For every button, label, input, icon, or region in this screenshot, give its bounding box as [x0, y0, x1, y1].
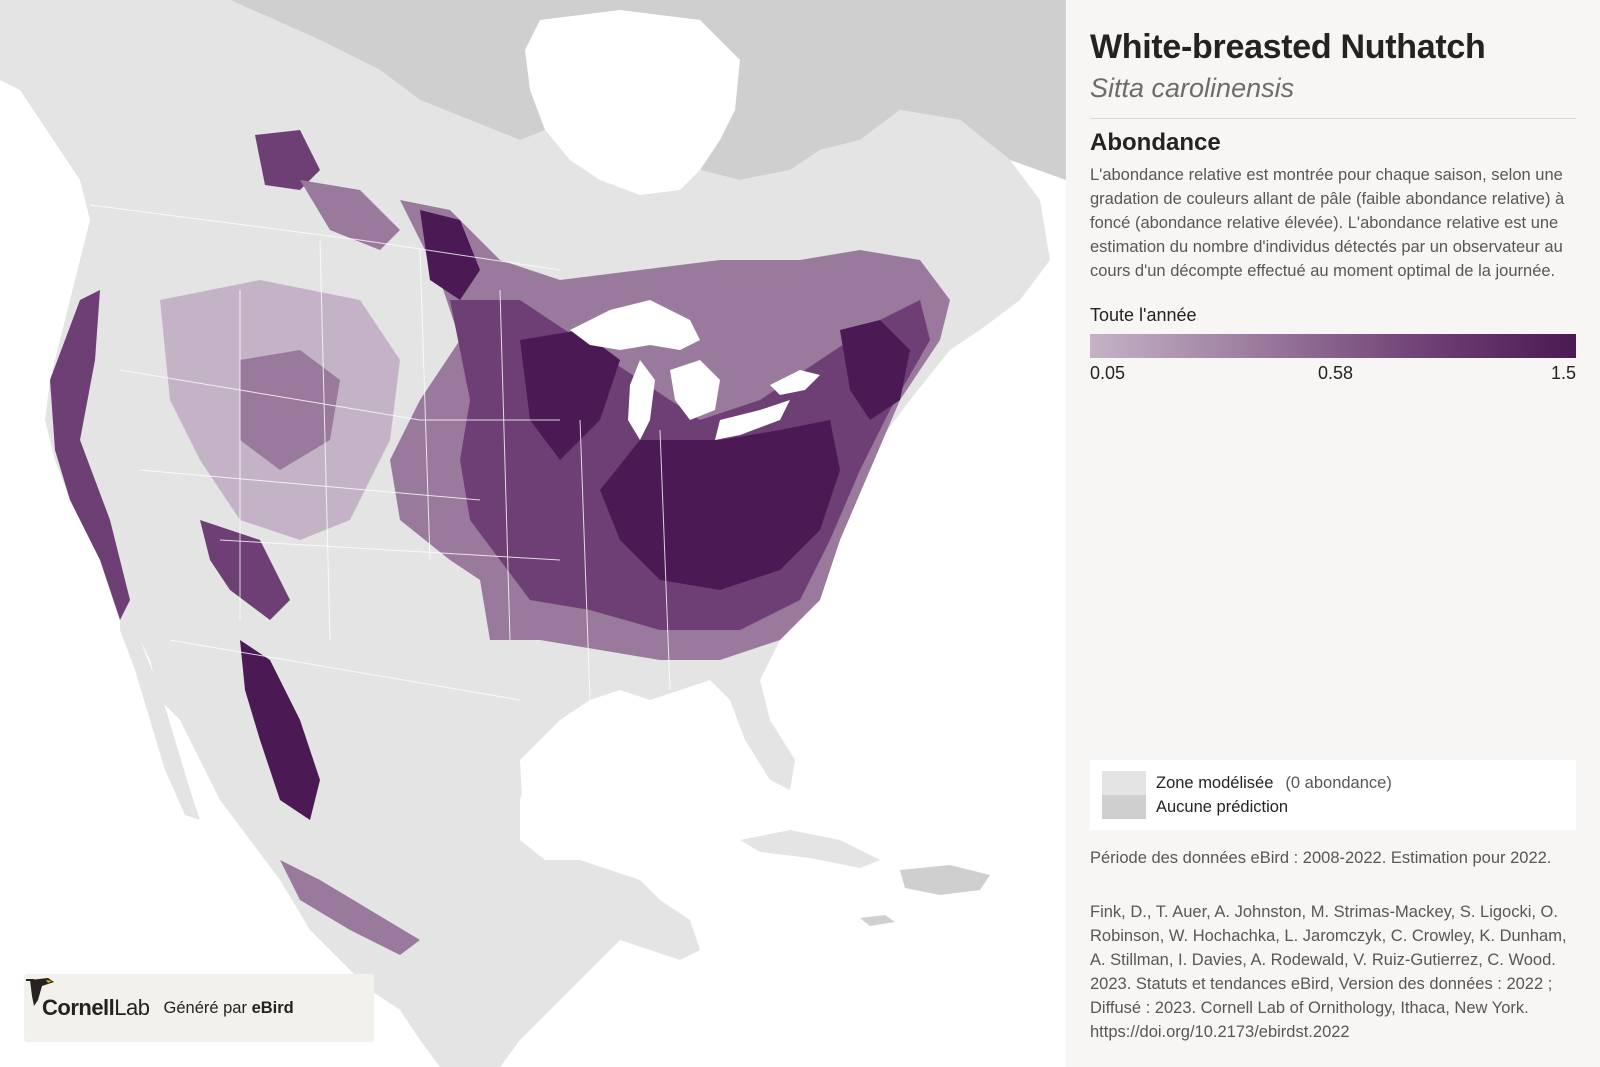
abundance-gradient-bar: [1090, 334, 1576, 358]
modeled-swatch: [1102, 771, 1146, 795]
info-panel: White-breasted Nuthatch Sitta carolinens…: [1066, 0, 1600, 1067]
season-label: Toute l'année: [1090, 305, 1197, 325]
modeled-note: (0 abondance): [1285, 773, 1392, 792]
scale-max: 1.5: [1550, 363, 1576, 383]
species-common-name: White-breasted Nuthatch: [1090, 28, 1486, 66]
hudson-bay: [525, 10, 740, 195]
abundance-west: [50, 130, 420, 955]
legend-modeled: Zone modélisée (0 abondance): [1102, 771, 1392, 795]
cornell-lab-bird-icon: [26, 978, 54, 1006]
state-borders: [89, 204, 671, 701]
citation: Fink, D., T. Auer, A. Johnston, M. Strim…: [1090, 903, 1567, 1041]
great-lakes-overlay: [570, 300, 820, 440]
baja-california: [120, 600, 200, 820]
divider: [1090, 118, 1576, 119]
abundance-scale: 0.05 0.58 1.5: [1090, 363, 1576, 387]
jamaica: [860, 915, 895, 926]
hispaniola: [900, 865, 990, 895]
scale-min: 0.05: [1090, 363, 1126, 383]
powered-by-ebird: Généré par eBird: [163, 998, 294, 1017]
cornell-lab-logo-box: CornellLab Généré par eBird: [24, 974, 374, 1042]
species-scientific-name: Sitta carolinensis: [1090, 73, 1295, 103]
legend: Zone modélisée (0 abondance) Aucune préd…: [1090, 760, 1576, 830]
scale-mid: 0.58: [1318, 363, 1354, 383]
abundance-heading: Abondance: [1090, 129, 1221, 156]
abundance-east: [390, 200, 950, 660]
cuba: [740, 830, 880, 868]
no-prediction-label: Aucune prédiction: [1156, 797, 1289, 816]
legend-no-prediction: Aucune prédiction: [1102, 795, 1288, 819]
data-period: Période des données eBird : 2008-2022. E…: [1090, 849, 1552, 867]
no-prediction-swatch: [1102, 795, 1146, 819]
gulf-of-mexico: [520, 700, 745, 845]
modeled-label: Zone modélisée: [1156, 773, 1274, 792]
cornell-lab-wordmark: CornellLab: [42, 995, 150, 1020]
abundance-map[interactable]: CornellLab Généré par eBird: [0, 0, 1066, 1067]
map-canvas: [0, 0, 1066, 1067]
abundance-description: L'abondance relative est montrée pour ch…: [1090, 166, 1565, 280]
